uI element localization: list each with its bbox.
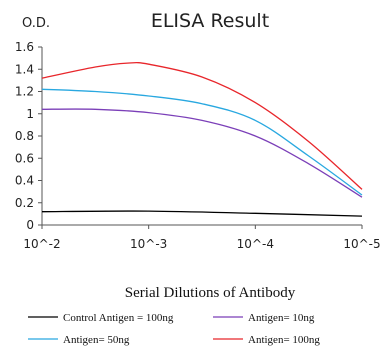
- series-line-3: [41, 61, 363, 190]
- y-tick-label: 0.4: [15, 174, 34, 188]
- y-tick-label: 1.6: [15, 40, 34, 54]
- y-tick-label: 1.2: [15, 85, 34, 99]
- legend-label-3: Antigen= 100ng: [248, 334, 320, 346]
- legend: Control Antigen = 100ng Antigen= 10ng Anti…: [28, 312, 320, 346]
- y-tick-label: 0: [26, 218, 34, 232]
- x-tick-label: 10^-2: [23, 237, 60, 251]
- y-axis-label: O.D.: [22, 16, 50, 31]
- y-tick-label: 0.8: [15, 129, 34, 143]
- series-lines: [41, 61, 363, 217]
- y-tick-label: 1.4: [15, 62, 34, 76]
- series-line-0: [41, 210, 363, 217]
- x-tick-label: 10^-3: [130, 237, 167, 251]
- x-tick-label: 10^-4: [237, 237, 274, 251]
- y-tick-labels: 0 0.2 0.4 0.6 0.8 1 1.2 1.4 1.6: [15, 40, 34, 232]
- y-tick-label: 0.6: [15, 151, 34, 165]
- chart-title: ELISA Result: [151, 10, 269, 32]
- y-tick-label: 1: [26, 107, 34, 121]
- axes: [38, 46, 363, 229]
- series-line-2: [41, 88, 363, 196]
- legend-label-1: Antigen= 10ng: [248, 312, 315, 324]
- y-tick-label: 0.2: [15, 196, 34, 210]
- x-tick-label: 10^-5: [343, 237, 380, 251]
- legend-label-2: Antigen= 50ng: [63, 334, 130, 346]
- legend-label-0: Control Antigen = 100ng: [63, 312, 174, 324]
- x-axis-label: Serial Dilutions of Antibody: [125, 285, 296, 301]
- series-line-1: [41, 108, 363, 198]
- x-tick-labels: 10^-2 10^-3 10^-4 10^-5: [23, 237, 380, 251]
